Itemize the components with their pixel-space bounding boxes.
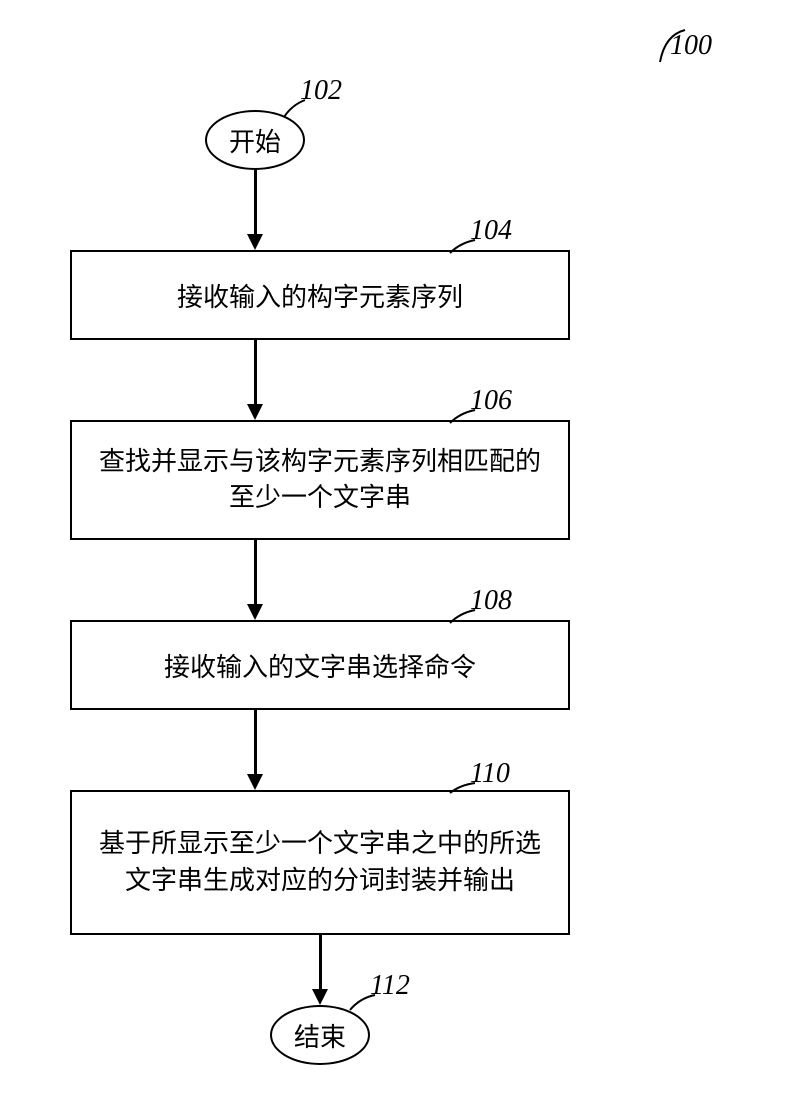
flowchart-container: 100 开始 102 接收输入的构字元素序列 104 查找并显示与该构字元素序列… (0, 0, 800, 1095)
leader-112 (0, 0, 800, 1095)
